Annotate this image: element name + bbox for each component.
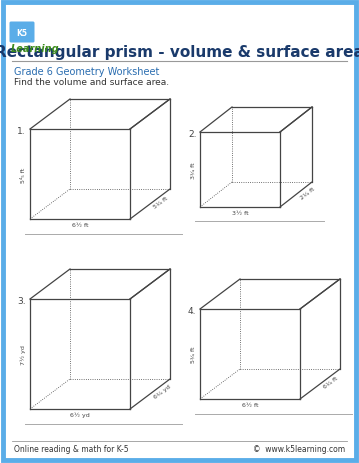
Text: ©  www.k5learning.com: © www.k5learning.com xyxy=(253,444,345,453)
Text: Rectangular prism - volume & surface area: Rectangular prism - volume & surface are… xyxy=(0,45,359,60)
Text: 3¾ ft: 3¾ ft xyxy=(191,162,196,178)
Text: 5¼ ft: 5¼ ft xyxy=(153,196,169,210)
Text: 6½ yd: 6½ yd xyxy=(70,412,90,418)
Text: 4.: 4. xyxy=(188,307,196,315)
Text: 5¾ ft: 5¾ ft xyxy=(191,346,196,363)
Text: K5: K5 xyxy=(17,28,28,38)
Text: 6¾ yd: 6¾ yd xyxy=(153,383,172,399)
Text: Grade 6 Geometry Worksheet: Grade 6 Geometry Worksheet xyxy=(14,67,159,77)
Text: 6½ ft: 6½ ft xyxy=(72,223,88,227)
Text: Learning: Learning xyxy=(11,44,60,54)
Text: Find the volume and surface area.: Find the volume and surface area. xyxy=(14,78,169,87)
Text: 6¼ ft: 6¼ ft xyxy=(323,375,339,389)
Text: 7½ yd: 7½ yd xyxy=(20,344,26,364)
Text: 5⁴₅ ft: 5⁴₅ ft xyxy=(21,167,26,182)
FancyBboxPatch shape xyxy=(9,22,34,44)
Text: 2.: 2. xyxy=(188,130,196,139)
Text: 3½ ft: 3½ ft xyxy=(232,211,248,216)
Text: Online reading & math for K-5: Online reading & math for K-5 xyxy=(14,444,129,453)
Text: 3.: 3. xyxy=(17,296,25,305)
Text: 6½ ft: 6½ ft xyxy=(242,402,258,407)
Text: 2¼ ft: 2¼ ft xyxy=(299,186,315,200)
Text: 1.: 1. xyxy=(17,127,25,136)
